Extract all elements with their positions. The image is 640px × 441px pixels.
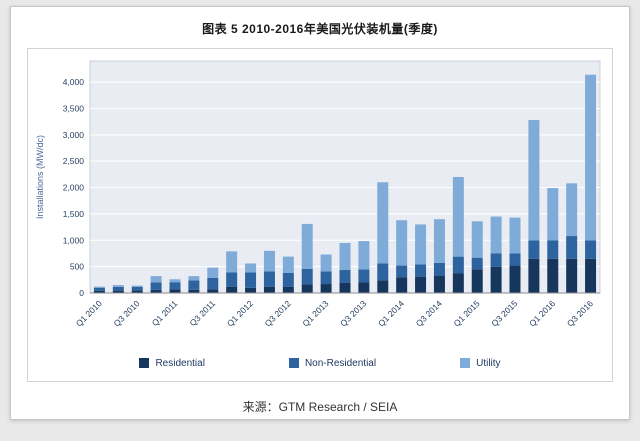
source-text: 来源：GTM Research / SEIA xyxy=(242,400,398,414)
chart-card: 图表 5 2010-2016年美国光伏装机量(季度) 0 500 1,000 1,50… xyxy=(10,6,630,420)
svg-text:Q1 2013: Q1 2013 xyxy=(300,298,330,328)
svg-text:0: 0 xyxy=(79,288,84,298)
legend-label: Non-Residential xyxy=(304,357,377,369)
svg-text:Q3 2015: Q3 2015 xyxy=(489,298,519,328)
svg-text:4,000: 4,000 xyxy=(63,77,85,87)
svg-text:3,000: 3,000 xyxy=(63,130,85,140)
svg-text:Q3 2012: Q3 2012 xyxy=(263,298,293,328)
legend-label: Residential xyxy=(155,357,205,369)
page-title: 图表 5 2010-2016年美国光伏装机量(季度) xyxy=(202,22,438,36)
svg-text:Q3 2013: Q3 2013 xyxy=(338,298,368,328)
svg-text:1,000: 1,000 xyxy=(63,235,85,245)
svg-text:Q3 2016: Q3 2016 xyxy=(565,298,595,328)
svg-text:Q3 2011: Q3 2011 xyxy=(188,298,218,328)
svg-text:Q3 2014: Q3 2014 xyxy=(414,298,444,328)
svg-text:500: 500 xyxy=(70,262,84,272)
svg-text:1,500: 1,500 xyxy=(63,209,85,219)
legend-item-non-residential: Non-Residential xyxy=(288,357,377,369)
svg-text:Q1 2016: Q1 2016 xyxy=(527,298,557,328)
svg-text:Installations (MW/dc): Installations (MW/dc) xyxy=(35,135,45,219)
legend-item-residential: Residential xyxy=(139,357,205,369)
svg-text:Q1 2014: Q1 2014 xyxy=(376,298,406,328)
legend-swatch-icon xyxy=(139,358,150,368)
svg-text:3,500: 3,500 xyxy=(63,103,85,113)
svg-text:Q1 2011: Q1 2011 xyxy=(150,298,180,328)
stacked-bar-chart: 0 500 1,000 1,500 2,000 2,500 3,000 3,500 4,000 Q… xyxy=(35,60,601,328)
svg-text:Q3 2010: Q3 2010 xyxy=(111,298,141,328)
legend-item-utility: Utility xyxy=(460,357,501,369)
legend-swatch-icon xyxy=(288,358,299,368)
legend-label: Utility xyxy=(476,357,501,369)
chart-frame: 0 500 1,000 1,500 2,000 2,500 3,000 3,500 4,000 Q… xyxy=(27,48,613,382)
legend-swatch-icon xyxy=(460,358,471,368)
svg-text:2,000: 2,000 xyxy=(63,183,85,193)
svg-text:2,500: 2,500 xyxy=(63,156,85,166)
svg-text:Q1 2015: Q1 2015 xyxy=(451,298,481,328)
svg-text:Q1 2012: Q1 2012 xyxy=(225,298,255,328)
chart-legend: Residential Non-Residential Utility xyxy=(28,349,612,377)
svg-text:Q1 2010: Q1 2010 xyxy=(74,298,104,328)
